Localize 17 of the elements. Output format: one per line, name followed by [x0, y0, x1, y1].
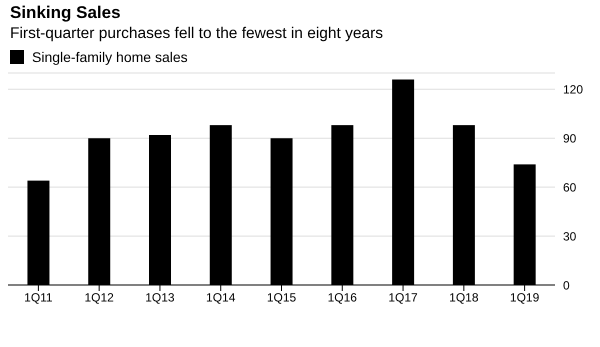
y-tick-label: 30 [563, 229, 577, 244]
x-tick-label: 1Q12 [84, 290, 114, 305]
y-tick-label: 90 [563, 131, 577, 146]
y-tick-label: 0 [563, 278, 570, 292]
x-tick-label: 1Q17 [388, 290, 418, 305]
x-tick-label: 1Q16 [328, 290, 358, 305]
chart-subtitle: First-quarter purchases fell to the fewest in eight years [10, 25, 384, 43]
x-tick-label: 1Q14 [206, 290, 236, 305]
chart-title: Sinking Sales [10, 3, 122, 23]
y-tick-label: 120 [563, 82, 584, 97]
legend-label: Single-family home sales [32, 49, 188, 65]
y-tick-label: 60 [563, 180, 577, 194]
x-tick-label: 1Q15 [266, 290, 296, 305]
x-tick-label: 1Q19 [510, 290, 540, 305]
x-tick-label: 1Q13 [145, 290, 175, 305]
x-tick-label: 1Q18 [449, 290, 479, 305]
x-tick-label: 1Q11 [24, 290, 53, 305]
